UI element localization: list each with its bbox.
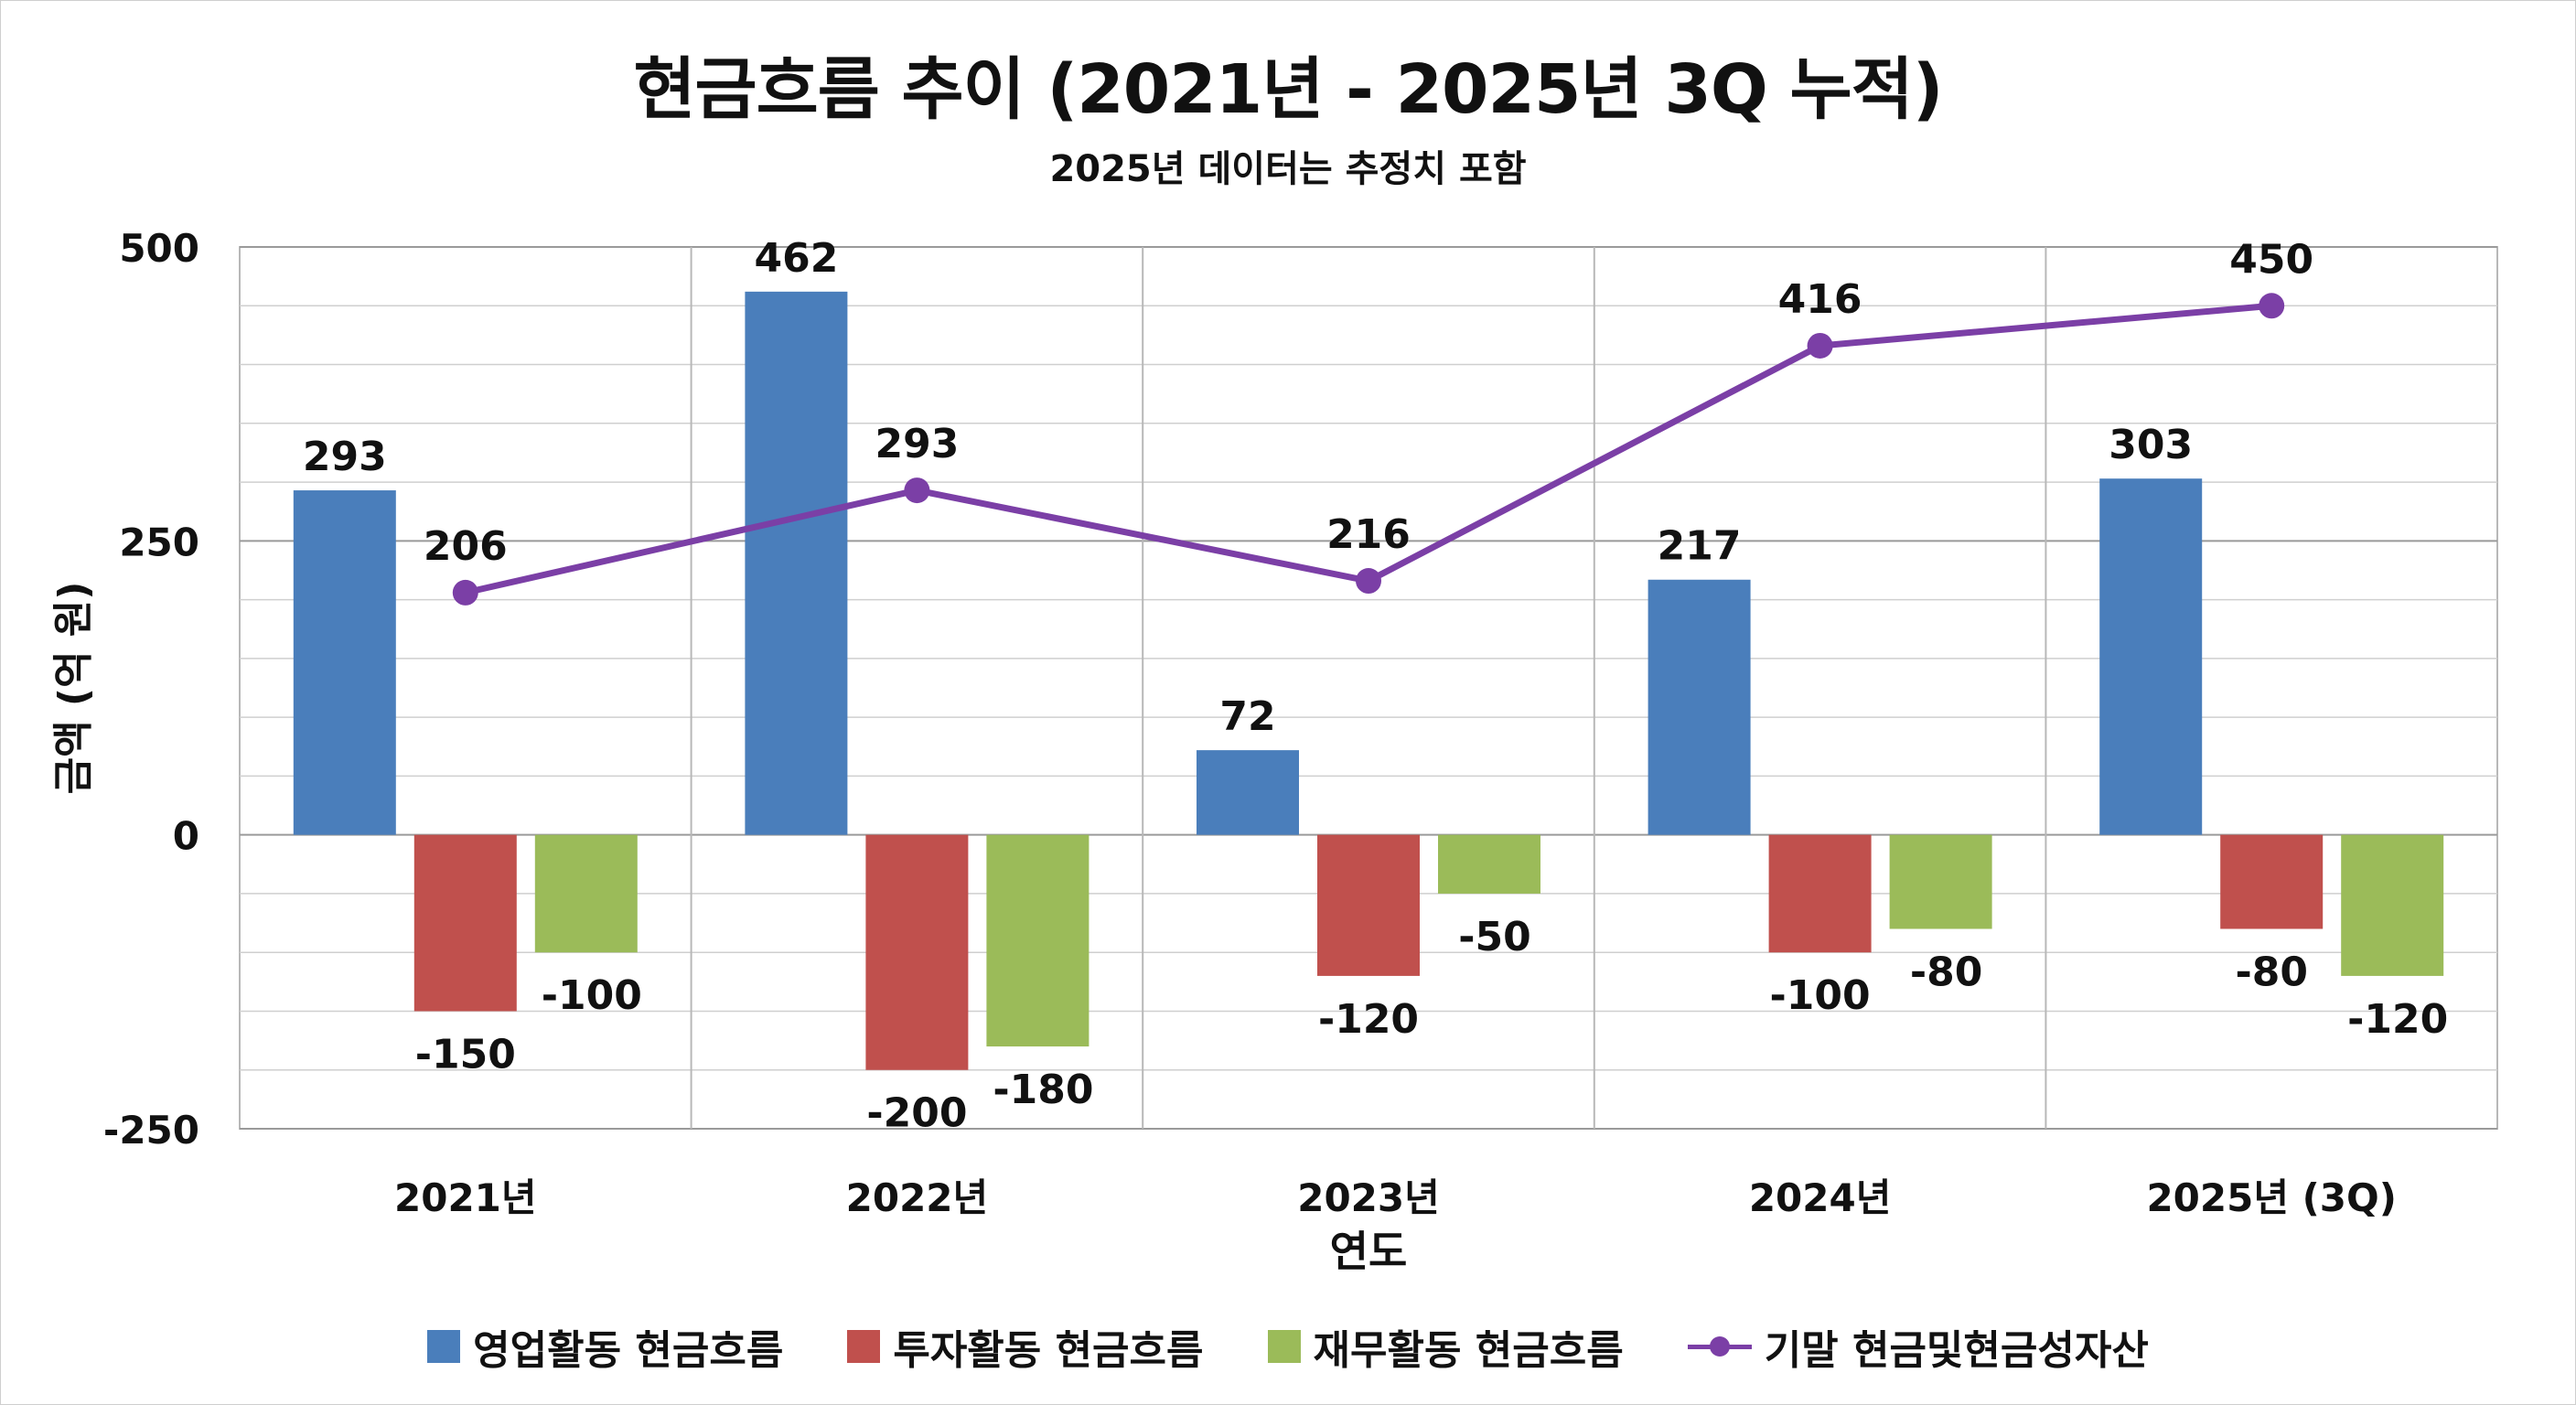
line-point	[2259, 293, 2285, 319]
bar	[1648, 579, 1751, 835]
bar	[986, 834, 1089, 1047]
y-axis-label: 금액 (억 원)	[50, 582, 97, 795]
x-tick-label: 2025년 (3Q)	[2146, 1175, 2396, 1220]
chart-title: 현금흐름 추이 (2021년 - 2025년 3Q 누적)	[633, 50, 1943, 129]
bar	[745, 291, 848, 835]
bar	[293, 490, 396, 835]
bar	[534, 834, 638, 953]
bar-data-label: -120	[1318, 996, 1419, 1043]
line-data-label: 450	[2229, 236, 2313, 283]
legend: 영업활동 현금흐름 투자활동 현금흐름 재무활동 현금흐름 기말 현금및현금성자…	[0, 1317, 2576, 1376]
bar-data-label: 303	[2109, 422, 2193, 468]
legend-label-ending-cash: 기말 현금및현금성자산	[1764, 1327, 2149, 1374]
legend-item-financing: 재무활동 현금흐름	[1267, 1317, 1624, 1376]
bar-data-label: -50	[1458, 914, 1531, 960]
y-tick-label: 500	[119, 226, 199, 271]
bar-data-label: -100	[542, 972, 642, 1019]
bar	[1317, 834, 1420, 976]
bar	[413, 834, 517, 1012]
bar	[1438, 834, 1540, 894]
y-tick-label: 0	[173, 814, 199, 859]
bar	[1768, 834, 1872, 953]
bar-data-label: -200	[866, 1090, 967, 1137]
x-tick-label: 2022년	[846, 1175, 989, 1220]
bar	[1889, 834, 1992, 929]
x-tick-label: 2021년	[394, 1175, 537, 1220]
bar-data-label: -150	[415, 1031, 516, 1078]
legend-label-investing: 투자활동 현금흐름	[893, 1327, 1204, 1374]
line-data-label: 293	[875, 421, 959, 467]
bar-data-label: -100	[1770, 972, 1871, 1019]
line-point	[452, 579, 478, 606]
bar-data-label: -180	[993, 1067, 1093, 1113]
legend-item-investing: 투자활동 현금흐름	[847, 1317, 1204, 1376]
legend-item-ending-cash: 기말 현금및현금성자산	[1687, 1317, 2149, 1376]
line-data-label: 216	[1326, 511, 1411, 558]
legend-item-operating: 영업활동 현금흐름	[427, 1317, 783, 1376]
bar-data-label: 462	[754, 235, 838, 282]
y-tick-label: -250	[103, 1108, 199, 1153]
line-point	[1356, 568, 1381, 595]
legend-swatch-investing	[847, 1330, 881, 1363]
line-data-label: 206	[424, 523, 508, 570]
x-tick-label: 2024년	[1749, 1175, 1892, 1220]
line-point	[904, 477, 930, 504]
bar	[2220, 834, 2324, 929]
y-tick-label: 250	[119, 520, 199, 564]
x-tick-label: 2023년	[1297, 1175, 1440, 1220]
chart-subtitle: 2025년 데이터는 추정치 포함	[1049, 148, 1527, 190]
bar-data-label: -120	[2347, 996, 2448, 1043]
bar	[1197, 750, 1299, 835]
bar-data-label: 293	[303, 434, 387, 480]
legend-swatch-operating	[427, 1330, 461, 1363]
bar-data-label: 72	[1219, 693, 1275, 740]
legend-swatch-ending-cash	[1687, 1330, 1752, 1363]
legend-swatch-financing	[1267, 1330, 1301, 1363]
line-data-label: 416	[1778, 276, 1862, 323]
bar-data-label: -80	[2235, 949, 2308, 995]
bar-data-label: -80	[1910, 949, 1983, 995]
bar	[2099, 478, 2203, 835]
bar	[2341, 834, 2444, 976]
legend-label-financing: 재무활동 현금흐름	[1313, 1327, 1624, 1374]
bar-data-label: 217	[1658, 523, 1742, 570]
x-axis-label: 연도	[1330, 1227, 1408, 1276]
line-point	[1807, 332, 1833, 359]
bar	[865, 834, 969, 1070]
legend-label-operating: 영업활동 현금흐름	[473, 1327, 784, 1374]
